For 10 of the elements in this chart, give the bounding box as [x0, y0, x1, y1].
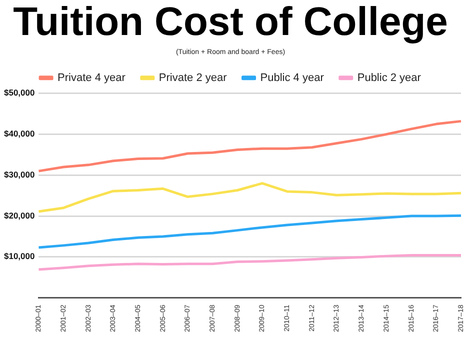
legend-label: Public 2 year	[357, 72, 422, 84]
y-tick-label: $20,000	[4, 210, 35, 220]
legend-label: Private 2 year	[158, 72, 228, 84]
y-tick-label: $30,000	[4, 169, 35, 180]
legend-label: Public 4 year	[260, 72, 324, 84]
y-tick-label: $40,000	[4, 128, 35, 139]
y-tick-label: $10,000	[4, 251, 35, 262]
y-tick-label: $50,000	[4, 88, 35, 98]
legend-label: Private 4 year	[58, 72, 126, 84]
chart-title: Tuition Cost of College	[13, 0, 448, 44]
